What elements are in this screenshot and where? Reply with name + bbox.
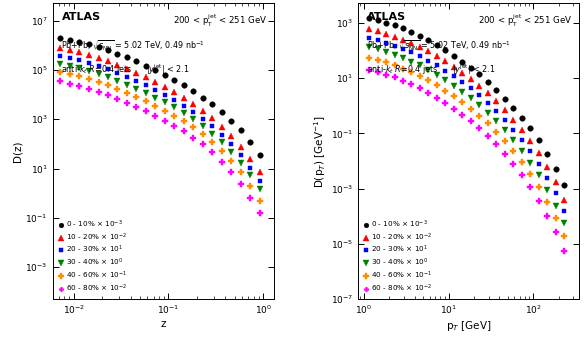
Text: anti-$k_t$ $R$=0.4 jets      |$y^\mathrm{jet}$| < 2.1: anti-$k_t$ $R$=0.4 jets |$y^\mathrm{jet}… [61,63,190,77]
Text: ATLAS: ATLAS [61,12,101,22]
Legend: 0 - 10% × 10$^{-3}$, 10 - 20% × 10$^{-2}$, 20 - 30% × 10$^{1}$, 30 - 40% × 10$^{: 0 - 10% × 10$^{-3}$, 10 - 20% × 10$^{-2}… [56,217,129,295]
Y-axis label: D(p$_{T}$) [GeV$^{-1}$]: D(p$_{T}$) [GeV$^{-1}$] [312,115,328,188]
Text: Pb+Pb, $\sqrt{s_\mathrm{NN}}$ = 5.02 TeV, 0.49 nb$^{-1}$: Pb+Pb, $\sqrt{s_\mathrm{NN}}$ = 5.02 TeV… [61,39,205,52]
Text: 200 < p$_\mathrm{T}^\mathrm{jet}$ < 251 GeV: 200 < p$_\mathrm{T}^\mathrm{jet}$ < 251 … [173,12,267,29]
Text: ATLAS: ATLAS [367,12,406,22]
Y-axis label: D(z): D(z) [13,140,23,162]
Text: Pb+Pb, $\sqrt{s_\mathrm{NN}}$ = 5.02 TeV, 0.49 nb$^{-1}$: Pb+Pb, $\sqrt{s_\mathrm{NN}}$ = 5.02 TeV… [367,39,511,52]
Text: anti-$k_t$ $R$=0.4 jets      |$y^\mathrm{jet}$| < 2.1: anti-$k_t$ $R$=0.4 jets |$y^\mathrm{jet}… [367,63,495,77]
X-axis label: p$_{T}$ [GeV]: p$_{T}$ [GeV] [446,319,491,333]
Legend: 0 - 10% × 10$^{-3}$, 10 - 20% × 10$^{-2}$, 20 - 30% × 10$^{1}$, 30 - 40% × 10$^{: 0 - 10% × 10$^{-3}$, 10 - 20% × 10$^{-2}… [362,217,434,295]
Text: 200 < p$_\mathrm{T}^\mathrm{jet}$ < 251 GeV: 200 < p$_\mathrm{T}^\mathrm{jet}$ < 251 … [478,12,573,29]
X-axis label: z: z [160,319,166,329]
